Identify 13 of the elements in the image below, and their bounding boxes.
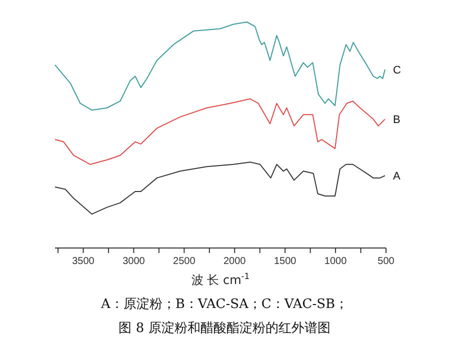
series-label: B: [392, 114, 400, 126]
x-tick-label: 2500: [173, 256, 196, 267]
x-tick-label: 3500: [72, 256, 95, 267]
series-label: C: [392, 64, 401, 76]
series-label: A: [392, 170, 401, 183]
x-tick-label: 2000: [224, 256, 246, 267]
caption: 图 8 原淀粉和醋酸酯淀粉的红外谱图: [118, 321, 330, 336]
x-tick-label: 500: [378, 256, 395, 267]
x-axis-title: 波 长 cm$^{-1}$: [191, 271, 250, 287]
text: A：原淀粉；B：VAC-SA；C：VAC-SB；: [100, 297, 348, 312]
x-tick-label: 1500: [274, 256, 297, 267]
x-tick-label: 3000: [122, 256, 146, 267]
x-tick-label: 1000: [324, 256, 348, 267]
